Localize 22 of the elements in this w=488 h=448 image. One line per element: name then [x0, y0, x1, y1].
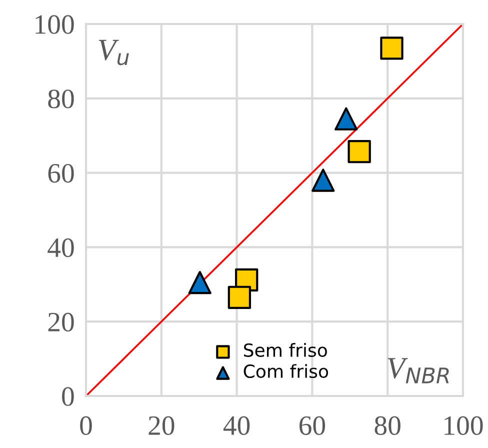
y-tick-label: 80 [48, 90, 74, 108]
annotation: V$_{NBR}$ [388, 358, 449, 384]
annotation: V$_{u}$ [98, 40, 129, 66]
y-tick-label: 40 [48, 238, 74, 258]
x-tick-label: 100 [444, 416, 483, 435]
point [312, 168, 335, 192]
x-tick-label: 60 [300, 416, 326, 435]
x-tick-label: 40 [223, 416, 250, 435]
x-tick-label: 0 [80, 416, 92, 435]
legend-label: Sem friso [244, 342, 327, 357]
y-tick-label: 20 [48, 312, 74, 332]
legend-label: Com friso [244, 364, 328, 378]
y-tick-label: 100 [36, 15, 74, 34]
y-tick-label: 0 [62, 387, 74, 406]
point [348, 140, 371, 164]
x-tick-label: 20 [148, 416, 174, 435]
point [334, 107, 358, 130]
x-tick-label: 80 [374, 416, 400, 435]
y-tick-label: 60 [48, 164, 74, 183]
point [228, 286, 252, 309]
point [188, 270, 212, 294]
point [380, 36, 404, 60]
